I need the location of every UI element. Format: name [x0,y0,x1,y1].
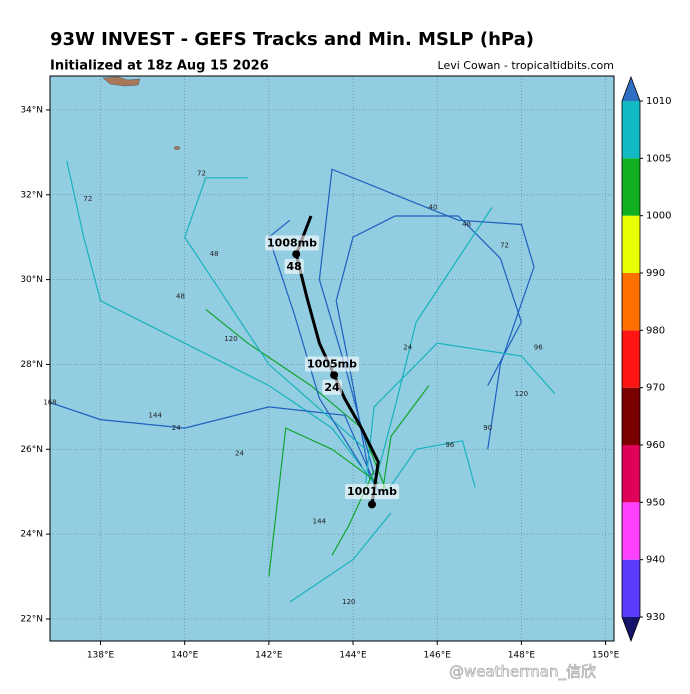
ensemble-track [381,385,430,492]
ensemble-track [268,219,363,467]
mean-label: 1005mb [307,357,357,370]
mean-label: 1001mb [347,485,397,498]
ensemble-track [365,342,556,484]
mean-point [330,371,339,380]
ensemble-track [377,207,493,471]
ensemble-track [205,308,388,492]
hour-label: 120 [342,598,355,606]
mean-point [292,250,301,259]
tracks [49,160,556,603]
x-tick-label: 144°E [339,651,367,661]
colorbar-bin [622,158,640,216]
colorbar-bin [622,445,640,503]
y-tick-label: 32°N [20,190,43,200]
mean-label-bg [305,356,360,372]
ensemble-track [318,168,535,475]
colorbar-label: 930 [646,612,665,623]
colorbar-label: 1010 [646,96,671,107]
mean-label: 24 [324,381,340,394]
land [102,76,141,87]
chart-title: 93W INVEST - GEFS Tracks and Min. MSLP (… [50,29,534,50]
x-tick-label: 148°E [508,651,536,661]
watermark: @weatherman_信欣 [449,663,596,682]
colorbar-under [622,617,640,641]
mean-label-bg [284,258,304,274]
colorbar-label: 980 [646,325,665,336]
y-tick-label: 34°N [20,105,43,115]
colorbar-bin [622,330,640,388]
land [173,146,181,150]
mean-label: 1008mb [267,237,317,250]
hour-label: 120 [224,335,237,343]
x-tick-label: 140°E [171,651,199,661]
hour-label: 40 [429,203,438,211]
y-tick-label: 28°N [20,360,43,370]
ensemble-track [184,177,367,450]
mean-label: 48 [286,260,301,273]
mean-label-bg [322,379,342,395]
hour-label: 72 [83,195,92,203]
hour-label: 24 [403,343,412,351]
chart-subtitle: Initialized at 18z Aug 15 2026 [50,59,269,74]
y-tick-label: 22°N [20,614,43,624]
ensemble-track [386,440,476,493]
hour-label: 90 [483,424,492,432]
hour-label: 96 [445,441,454,449]
hour-label: 96 [534,343,543,351]
hour-label: 24 [235,450,244,458]
hour-label: 120 [515,390,528,398]
colorbar-bin [622,387,640,445]
colorbar-label: 1000 [646,211,671,222]
credit: Levi Cowan - tropicaltidbits.com [438,59,614,72]
x-tick-label: 142°E [255,651,283,661]
colorbar-bin [622,502,640,560]
colorbar-label: 950 [646,497,665,508]
colorbar-bin [622,273,640,331]
hour-label: 24 [172,424,181,432]
labels: 7272168144120961201201447248402424249690… [43,170,543,606]
hour-label: 72 [500,242,509,250]
hour-label: 48 [210,250,219,258]
y-tick-label: 26°N [20,445,43,455]
mean-label-bg [265,235,320,251]
colorbar-label: 990 [646,268,665,279]
colorbar-bin [622,215,640,273]
hour-label: 144 [313,517,327,525]
x-tick-label: 150°E [592,651,620,661]
colorbar: 930 940 950 960 970 980 990 1000 1005 1010 [621,75,671,643]
colorbar-label: 1005 [646,153,671,164]
colorbar-bin [622,559,640,617]
x-tick-label: 138°E [87,651,115,661]
colorbar-bin [622,101,640,159]
ensemble-track [268,427,379,577]
colorbar-label: 960 [646,440,665,451]
hour-label: 48 [176,293,185,301]
ensemble-track [289,512,392,603]
ensemble-track [66,160,375,484]
ensemble-track [49,402,379,492]
colorbar-over [622,77,640,101]
colorbar-label: 940 [646,555,665,566]
mean-label-bg [345,484,400,500]
mean-point [367,500,376,509]
hour-label: 144 [149,411,163,419]
map-frame [49,75,615,642]
x-tick-label: 146°E [424,651,452,661]
hour-label: 48 [462,220,471,228]
hour-label: 72 [197,170,206,178]
y-tick-label: 24°N [20,530,43,540]
y-tick-label: 30°N [20,275,43,285]
colorbar-label: 970 [646,383,665,394]
